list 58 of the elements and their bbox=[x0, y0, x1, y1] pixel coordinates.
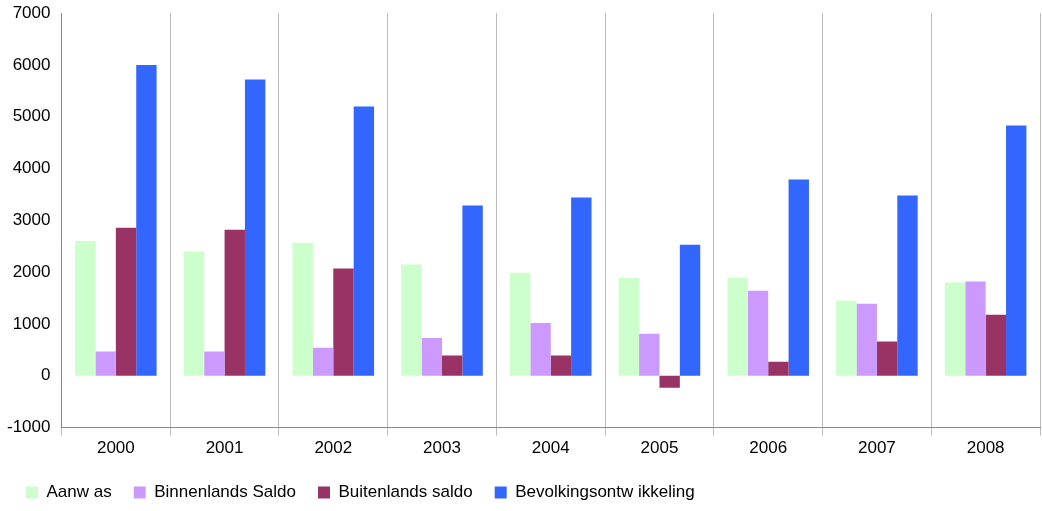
y-tick-label: 1000 bbox=[12, 313, 51, 333]
bar bbox=[571, 197, 592, 376]
legend-label: Aanw as bbox=[46, 482, 112, 502]
bar bbox=[768, 361, 789, 376]
bar bbox=[639, 333, 660, 376]
bar bbox=[292, 242, 313, 376]
bar bbox=[462, 205, 483, 376]
bar bbox=[747, 290, 769, 376]
bar bbox=[75, 241, 96, 376]
y-tick-label: 7000 bbox=[12, 2, 51, 22]
bar bbox=[204, 351, 225, 376]
bar bbox=[353, 106, 375, 376]
x-tick-label: 2001 bbox=[205, 438, 244, 458]
legend-label: Bevolkingsontw ikkeling bbox=[515, 482, 695, 502]
bar bbox=[1006, 125, 1027, 376]
y-tick-label: 6000 bbox=[12, 54, 51, 74]
bar bbox=[788, 179, 809, 376]
bar bbox=[659, 375, 680, 388]
bar bbox=[312, 347, 334, 376]
bar bbox=[985, 314, 1007, 376]
x-tick-label: 2005 bbox=[640, 438, 679, 458]
bar bbox=[115, 227, 137, 376]
y-tick-label: -1000 bbox=[7, 417, 51, 437]
bar bbox=[333, 268, 354, 376]
x-tick-label: 2002 bbox=[314, 438, 353, 458]
y-tick-label: 3000 bbox=[12, 210, 51, 230]
y-tick-label: 2000 bbox=[12, 261, 51, 281]
bar bbox=[550, 355, 572, 376]
y-tick-label: 0 bbox=[41, 365, 51, 385]
x-tick-label: 2004 bbox=[531, 438, 570, 458]
bar bbox=[401, 264, 422, 376]
x-tick-label: 2000 bbox=[96, 438, 135, 458]
y-tick-label: 4000 bbox=[12, 158, 51, 178]
x-tick-label: 2003 bbox=[423, 438, 461, 458]
bar bbox=[530, 322, 551, 376]
bar bbox=[421, 337, 443, 376]
legend-label: Buitenlands saldo bbox=[338, 482, 473, 502]
bar bbox=[727, 277, 748, 376]
bar bbox=[244, 79, 266, 376]
bar bbox=[95, 351, 116, 376]
bar bbox=[224, 229, 245, 376]
bar bbox=[442, 355, 463, 376]
bar bbox=[618, 277, 640, 376]
bar bbox=[136, 65, 157, 376]
bar bbox=[856, 303, 877, 376]
y-tick-label: 5000 bbox=[12, 106, 51, 126]
bar bbox=[679, 244, 701, 376]
bar bbox=[897, 195, 918, 376]
x-tick-label: 2008 bbox=[966, 438, 1005, 458]
bar bbox=[965, 281, 986, 376]
bar bbox=[836, 300, 857, 376]
bar bbox=[876, 341, 898, 376]
legend-label: Binnenlands Saldo bbox=[154, 482, 296, 502]
x-tick-label: 2006 bbox=[749, 438, 788, 458]
bar bbox=[944, 282, 966, 376]
bar bbox=[183, 251, 205, 376]
bar bbox=[509, 272, 531, 376]
x-tick-label: 2007 bbox=[858, 438, 896, 458]
